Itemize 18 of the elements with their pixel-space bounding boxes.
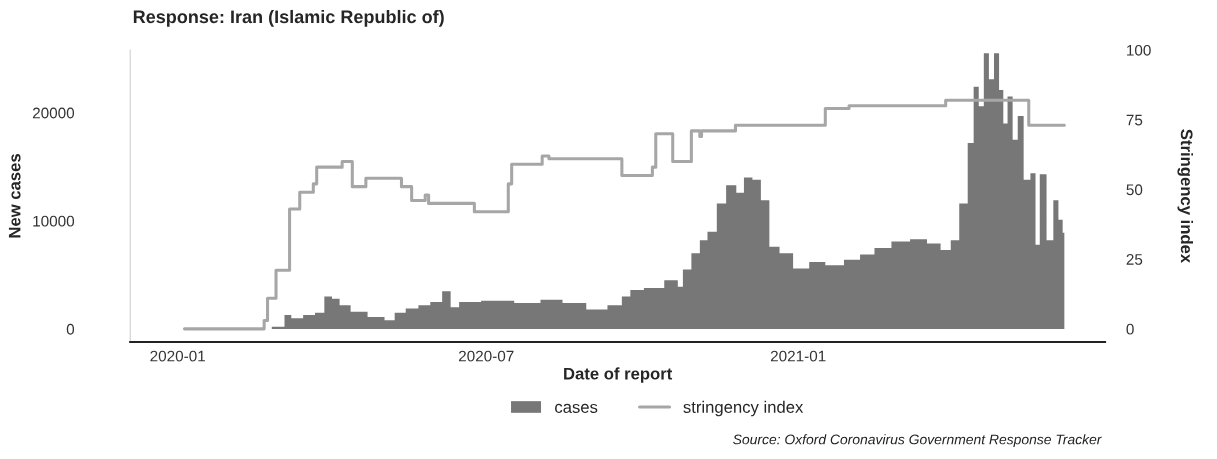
y2-tick-label: 100 bbox=[1127, 44, 1151, 56]
chart-title: Response: Iran (Islamic Republic of) bbox=[133, 9, 444, 27]
y2-tick-label: 50 bbox=[1126, 184, 1143, 196]
x-tick-label: 2020-01 bbox=[150, 350, 205, 362]
x-axis-title: Date of report bbox=[564, 367, 673, 383]
y2-tick-label: 75 bbox=[1126, 114, 1143, 126]
legend-label: cases bbox=[555, 403, 598, 413]
y2-tick-label: 25 bbox=[1126, 254, 1143, 265]
x-tick-label: 2021-01 bbox=[770, 350, 826, 362]
y2-tick-label: 0 bbox=[1126, 323, 1134, 335]
y-tick-label: 10000 bbox=[33, 215, 75, 227]
y-tick-label: 0 bbox=[66, 323, 75, 335]
y2-axis-title: Stringency index bbox=[1177, 129, 1194, 264]
y-axis-title: New cases bbox=[8, 154, 21, 238]
y-tick-label: 20000 bbox=[32, 107, 75, 119]
x-tick-label: 2020-07 bbox=[458, 350, 514, 362]
source-note: Source: Oxford Coronavirus Government Response Tracker bbox=[733, 434, 1102, 448]
legend-label: stringency index bbox=[683, 400, 804, 417]
